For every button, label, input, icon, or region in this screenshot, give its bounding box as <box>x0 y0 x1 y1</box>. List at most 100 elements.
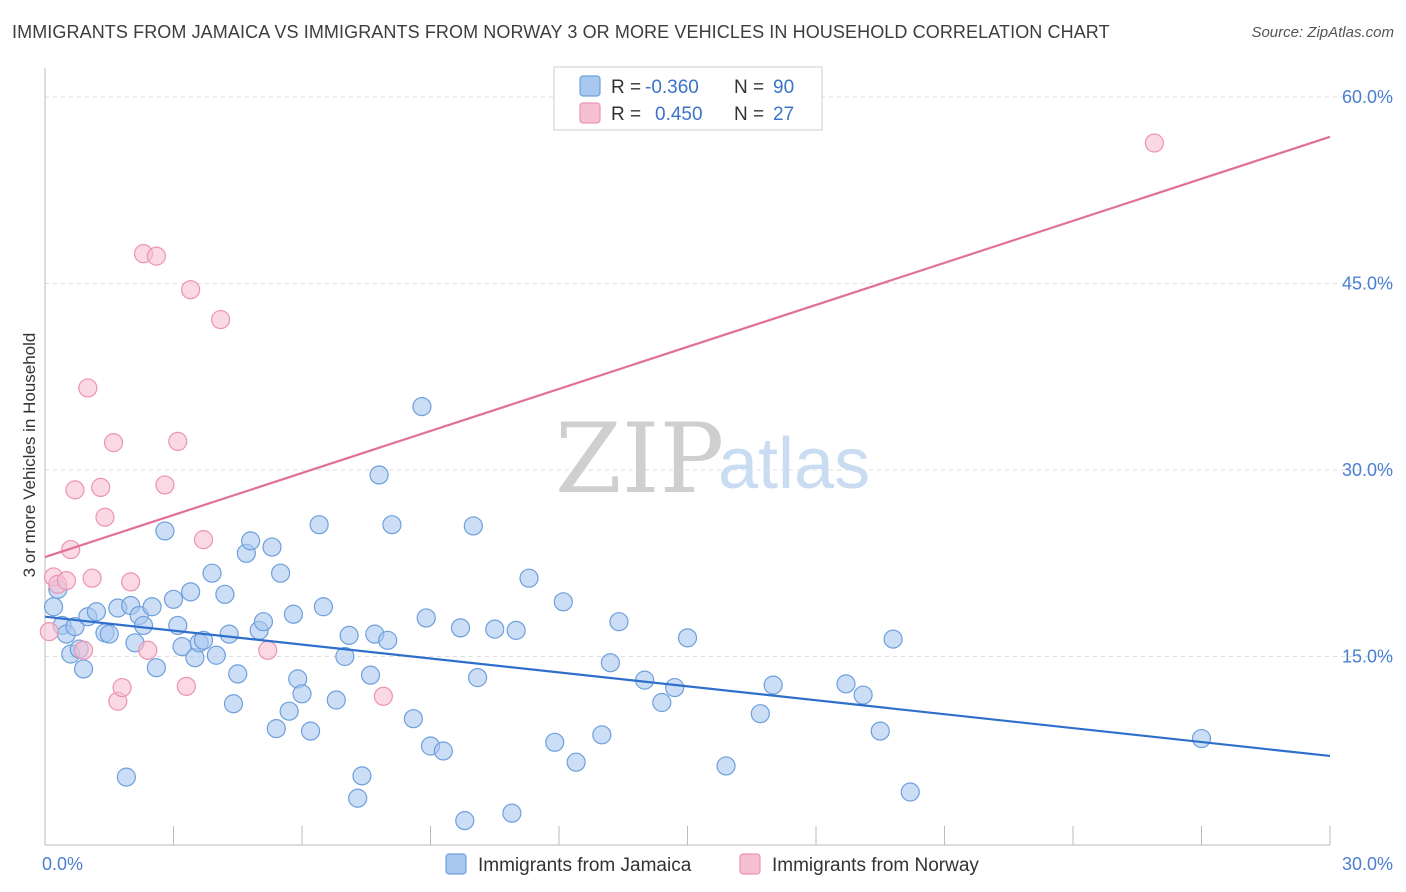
data-point-jamaica <box>283 604 304 624</box>
data-point-norway <box>181 280 201 300</box>
legend-n-label-norway: N = <box>734 104 764 125</box>
data-point-jamaica <box>73 659 94 679</box>
data-point-norway <box>146 246 166 266</box>
data-point-norway <box>112 677 132 698</box>
data-point-jamaica <box>133 615 154 636</box>
data-point-jamaica <box>146 658 166 678</box>
data-point-jamaica <box>253 612 274 632</box>
x-tick-label: 0.0% <box>42 854 83 874</box>
data-point-jamaica <box>348 788 368 808</box>
data-point-norway <box>1144 133 1164 153</box>
data-point-norway <box>95 507 115 527</box>
data-point-jamaica <box>360 665 381 685</box>
watermark-atlas: atlas <box>718 424 870 504</box>
data-point-jamaica <box>65 617 85 637</box>
data-point-norway <box>65 480 85 500</box>
data-point-jamaica <box>116 767 136 787</box>
data-point-jamaica <box>352 766 372 786</box>
data-point-norway <box>155 475 175 495</box>
series-swatch-norway <box>739 853 761 875</box>
legend-r-value-jamaica: -0.360 <box>645 77 699 98</box>
y-axis-label: 3 or more Vehicles in Household <box>20 333 39 578</box>
data-point-jamaica <box>883 629 903 649</box>
data-point-jamaica <box>270 563 291 583</box>
data-point-jamaica <box>382 515 402 535</box>
data-point-jamaica <box>853 685 873 705</box>
data-point-jamaica <box>241 531 261 551</box>
series-swatch-jamaica <box>445 853 467 875</box>
legend-n-value-norway: 27 <box>773 104 794 125</box>
data-point-jamaica <box>339 625 359 645</box>
data-point-jamaica <box>468 668 488 688</box>
data-point-jamaica <box>142 597 162 617</box>
legend-r-label-jamaica: R = <box>611 77 641 98</box>
data-point-jamaica <box>900 782 920 802</box>
data-point-jamaica <box>219 624 239 644</box>
data-point-jamaica <box>228 664 248 684</box>
data-point-jamaica <box>309 515 329 535</box>
watermark-zip: ZIP <box>555 403 724 515</box>
y-tick-label: 30.0% <box>1342 460 1393 480</box>
y-tick-labels: 15.0% 30.0% 45.0% 60.0% <box>1342 87 1393 667</box>
data-point-jamaica <box>378 630 398 650</box>
data-point-jamaica <box>665 677 685 698</box>
data-point-jamaica <box>592 725 612 745</box>
data-point-norway <box>73 640 94 660</box>
data-point-jamaica <box>450 618 471 638</box>
data-point-jamaica <box>163 589 184 609</box>
data-point-jamaica <box>870 721 890 741</box>
data-point-jamaica <box>1191 728 1212 749</box>
data-point-jamaica <box>99 624 119 644</box>
data-point-jamaica <box>455 811 475 831</box>
series-legend: Immigrants from Jamaica Immigrants from … <box>445 853 979 876</box>
data-point-jamaica <box>262 537 282 557</box>
data-point-norway <box>138 640 158 660</box>
series-label-jamaica: Immigrants from Jamaica <box>478 855 692 876</box>
data-point-jamaica <box>266 719 286 739</box>
norway-points <box>39 133 1164 711</box>
legend-swatch-jamaica <box>579 75 601 97</box>
data-point-jamaica <box>750 704 770 724</box>
data-point-jamaica <box>300 721 321 741</box>
data-point-norway <box>176 676 196 696</box>
data-point-norway <box>82 568 102 588</box>
data-point-norway <box>121 572 141 592</box>
data-point-jamaica <box>181 582 201 602</box>
data-point-norway <box>56 571 77 591</box>
data-point-norway <box>193 530 214 550</box>
y-tick-label: 15.0% <box>1342 647 1393 667</box>
data-point-jamaica <box>43 597 64 617</box>
data-point-jamaica <box>202 563 222 583</box>
data-point-jamaica <box>652 692 672 713</box>
data-point-jamaica <box>763 675 783 695</box>
data-point-jamaica <box>215 584 235 604</box>
data-point-jamaica <box>716 756 736 776</box>
y-tick-label: 45.0% <box>1342 274 1393 294</box>
trend-line-norway <box>44 135 1331 559</box>
data-point-jamaica <box>433 741 453 761</box>
series-label-norway: Immigrants from Norway <box>772 855 979 876</box>
data-point-jamaica <box>609 612 629 632</box>
data-point-norway <box>211 309 231 330</box>
data-point-jamaica <box>545 732 565 752</box>
data-point-jamaica <box>292 684 312 704</box>
data-point-jamaica <box>279 701 299 721</box>
data-point-jamaica <box>313 597 334 617</box>
correlation-legend: R = -0.360 N = 90 R = 0.450 N = 27 <box>553 66 823 131</box>
data-point-jamaica <box>206 645 226 665</box>
trend-lines <box>44 135 1331 758</box>
data-point-jamaica <box>677 628 698 648</box>
data-point-jamaica <box>326 690 346 710</box>
y-tick-label: 60.0% <box>1342 87 1393 107</box>
data-point-jamaica <box>519 568 539 588</box>
data-point-norway <box>78 378 98 398</box>
data-point-jamaica <box>369 465 389 485</box>
data-point-norway <box>91 477 111 498</box>
legend-r-label-norway: R = <box>611 104 641 125</box>
data-point-jamaica <box>335 646 355 667</box>
data-point-jamaica <box>836 674 856 694</box>
data-point-jamaica <box>463 516 483 536</box>
data-point-norway <box>373 686 393 706</box>
data-point-jamaica <box>502 803 522 823</box>
